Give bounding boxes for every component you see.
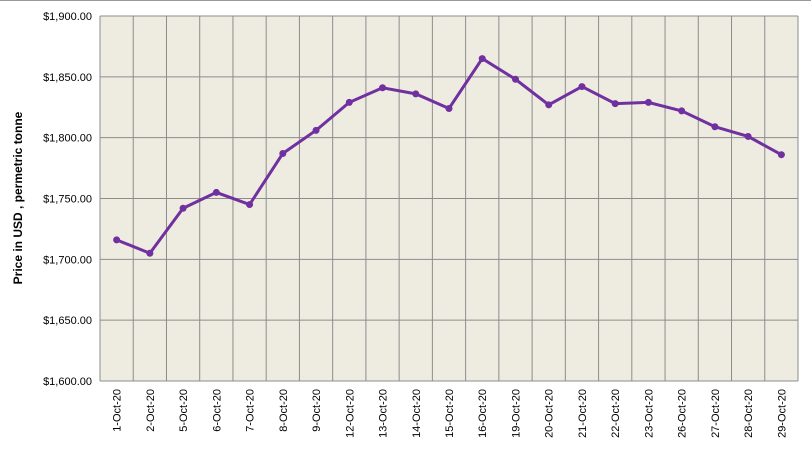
x-tick-label: 28-Oct-20 [743,389,755,438]
x-tick-label: 27-Oct-20 [710,389,722,438]
data-point [777,151,785,159]
x-tick-label: 20-Oct-20 [544,389,556,438]
x-tick-label: 9-Oct-20 [311,389,323,432]
data-point [744,132,752,140]
y-tick-label: $1,650.00 [43,315,92,327]
data-point [179,204,187,212]
x-tick-label: 1-Oct-20 [112,389,124,432]
x-tick-label: 5-Oct-20 [178,389,190,432]
y-tick-label: $1,900.00 [43,11,92,23]
x-tick-label: 7-Oct-20 [245,389,257,432]
y-tick-label: $1,800.00 [43,133,92,145]
x-tick-label: 26-Oct-20 [677,389,689,438]
y-axis-label: Price in USD , permetric tonne [11,111,25,284]
data-point [678,107,686,115]
y-tick-label: $1,700.00 [43,254,92,266]
y-tick-label: $1,600.00 [43,376,92,388]
data-point [412,90,420,98]
y-tick-label: $1,750.00 [43,194,92,206]
y-tick-label: $1,850.00 [43,72,92,84]
data-point [611,100,619,108]
x-tick-label: 13-Oct-20 [378,389,390,438]
x-tick-label: 16-Oct-20 [477,389,489,438]
data-point [644,98,652,106]
data-point [312,126,320,134]
data-point [246,201,254,209]
data-point [545,101,553,109]
data-point [146,249,154,257]
x-tick-label: 14-Oct-20 [411,389,423,438]
x-tick-label: 21-Oct-20 [577,389,589,438]
x-tick-label: 8-Oct-20 [278,389,290,432]
x-tick-label: 23-Oct-20 [643,389,655,438]
x-tick-label: 29-Oct-20 [776,389,788,438]
data-point [113,236,121,244]
x-tick-label: 12-Oct-20 [344,389,356,438]
data-point [478,55,486,63]
data-point [578,83,586,91]
data-point [279,149,287,157]
x-tick-label: 2-Oct-20 [145,389,157,432]
x-tick-label: 22-Oct-20 [610,389,622,438]
data-point [711,123,719,131]
data-point [379,84,387,92]
data-point [212,188,220,196]
data-point [445,104,453,112]
data-point [345,98,353,106]
x-tick-label: 6-Oct-20 [211,389,223,432]
x-tick-label: 19-Oct-20 [510,389,522,438]
x-tick-label: 15-Oct-20 [444,389,456,438]
data-point [511,75,519,83]
